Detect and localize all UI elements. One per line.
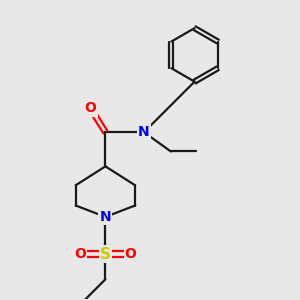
Text: O: O — [125, 247, 136, 261]
Text: O: O — [85, 101, 97, 116]
Text: N: N — [100, 210, 111, 224]
Text: N: N — [138, 125, 150, 139]
Text: S: S — [100, 247, 111, 262]
Text: O: O — [74, 247, 86, 261]
